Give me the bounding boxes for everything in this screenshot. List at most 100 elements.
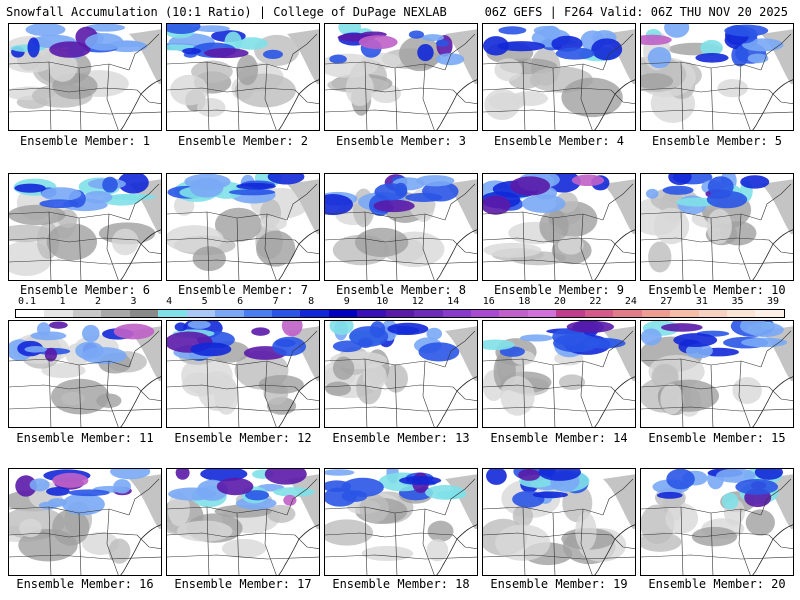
snowfall-contour [603, 179, 635, 234]
colorbar-tick-label: 31 [695, 296, 708, 307]
snowfall-contour [435, 53, 465, 66]
snowfall-contour [325, 469, 355, 476]
snowfall-contour [192, 246, 226, 272]
snowfall-contour [641, 34, 672, 46]
snowfall-contour [645, 188, 659, 199]
header: Snowfall Accumulation (10:1 Ratio) | Col… [0, 0, 800, 24]
colorbar-tick-label: 0.1 [17, 296, 37, 307]
ensemble-map-panel [482, 23, 636, 131]
snowfall-contour [695, 52, 729, 63]
colorbar-segment [471, 310, 500, 317]
state-boundary [641, 532, 770, 538]
snowfall-contour [283, 494, 297, 506]
colorbar-tick-label: 16 [482, 296, 495, 307]
colorbar-segment [556, 310, 585, 317]
state-boundary [128, 330, 160, 368]
state-boundary [264, 213, 277, 280]
ensemble-member-label: Ensemble Member: 14 [490, 431, 628, 445]
state-boundary [48, 506, 52, 575]
ensemble-map-panel [482, 320, 636, 428]
ensemble-member-label: Ensemble Member: 16 [16, 577, 154, 591]
snowfall-contour [742, 38, 784, 52]
snowfall-map [167, 24, 319, 130]
state-boundary [602, 330, 634, 368]
state-boundary [710, 217, 714, 280]
snowfall-contour [746, 322, 784, 337]
state-boundary [78, 217, 82, 280]
state-boundary [9, 237, 138, 243]
snowfall-contour [168, 487, 216, 501]
ensemble-member-label: Ensemble Member: 12 [174, 431, 312, 445]
snowfall-contour [260, 215, 288, 231]
snowfall-map [167, 469, 319, 575]
colorbar-tick-label: 20 [553, 296, 566, 307]
state-boundary [641, 384, 770, 390]
state-boundary [286, 33, 318, 71]
snowfall-contour [668, 174, 692, 186]
colorbar-tick-label: 35 [731, 296, 744, 307]
state-boundary [167, 406, 319, 412]
snowfall-contour [182, 47, 201, 55]
coastline [436, 376, 477, 427]
state-boundary [364, 211, 368, 280]
colorbar-segment [442, 310, 471, 317]
state-boundary [680, 506, 684, 575]
snowfall-contour [196, 98, 226, 117]
colorbar [15, 309, 785, 318]
snowfall-contour [251, 327, 270, 336]
ensemble-member-label: Ensemble Member: 4 [493, 134, 625, 148]
snowfall-contour [483, 195, 511, 215]
snowfall-map [9, 24, 161, 130]
ensemble-member-label: Ensemble Member: 7 [177, 283, 309, 297]
snowfall-contour [647, 46, 672, 69]
snowfall-contour [176, 520, 233, 542]
state-boundary [236, 512, 240, 575]
snowfall-contour [170, 74, 209, 106]
state-boundary [286, 330, 318, 368]
snowfall-contour [373, 199, 415, 213]
snowfall-contour [167, 491, 191, 527]
state-boundary [325, 384, 454, 390]
state-boundary [641, 406, 793, 412]
snowfall-contour [358, 35, 398, 50]
colorbar-tick-label: 4 [166, 296, 173, 307]
snowfall-contour [521, 194, 566, 213]
coastline [594, 229, 635, 280]
state-boundary [422, 360, 435, 427]
state-boundary [641, 87, 770, 93]
snowfall-contour [641, 532, 682, 552]
snowfall-contour [27, 37, 40, 58]
state-boundary [738, 508, 751, 575]
snowfall-contour [483, 36, 509, 56]
title-left: Snowfall Accumulation (10:1 Ratio) | Col… [6, 5, 447, 19]
ensemble-member-label: Ensemble Member: 6 [19, 283, 151, 297]
state-boundary [422, 508, 435, 575]
state-boundary [48, 211, 52, 280]
snowfall-contour [722, 492, 739, 510]
snowfall-contour [236, 54, 258, 86]
state-boundary [710, 364, 714, 427]
snowfall-contour [24, 345, 47, 353]
state-boundary [206, 61, 210, 130]
ensemble-map-panel [640, 173, 794, 281]
snowfall-contour [9, 204, 66, 226]
colorbar-segment [527, 310, 557, 317]
state-boundary [710, 512, 714, 575]
state-boundary [641, 237, 770, 243]
ensemble-map-panel [166, 23, 320, 131]
ensemble-map-panel [8, 23, 162, 131]
ensemble-member-label: Ensemble Member: 10 [648, 283, 786, 297]
colorbar-segment [101, 310, 130, 317]
ensemble-member-label: Ensemble Member: 18 [332, 577, 470, 591]
state-boundary [452, 534, 477, 550]
colorbar-segment [357, 310, 386, 317]
state-boundary [78, 364, 82, 427]
state-boundary [236, 217, 240, 280]
snowfall-map [641, 321, 793, 427]
coastline [120, 524, 161, 575]
snowfall-contour [52, 509, 90, 546]
ensemble-member-label: Ensemble Member: 2 [177, 134, 309, 148]
snowfall-contour [648, 241, 672, 273]
snowfall-contour [666, 469, 695, 490]
state-boundary [167, 532, 296, 538]
